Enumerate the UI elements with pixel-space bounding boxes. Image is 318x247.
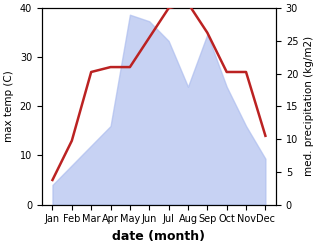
Y-axis label: max temp (C): max temp (C): [4, 70, 14, 142]
X-axis label: date (month): date (month): [113, 230, 205, 243]
Y-axis label: med. precipitation (kg/m2): med. precipitation (kg/m2): [304, 36, 314, 176]
